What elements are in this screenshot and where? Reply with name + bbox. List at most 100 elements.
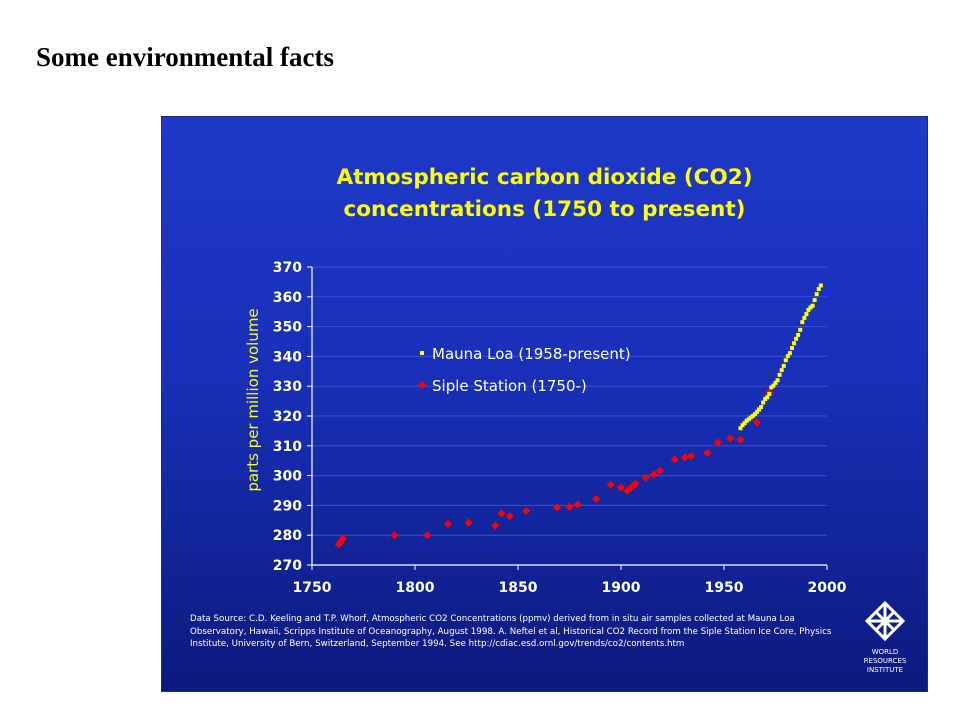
legend-marker-mauna-loa (420, 351, 424, 355)
mauna-loa-point (752, 412, 757, 417)
siple-point (656, 466, 665, 475)
mauna-loa-point (781, 363, 786, 368)
siple-point (573, 500, 582, 509)
y-tick-label: 370 (273, 260, 302, 276)
x-tick-label: 1850 (499, 580, 538, 596)
y-tick-label: 320 (273, 409, 302, 425)
legend-marker-siple (418, 381, 426, 389)
mauna-loa-point (818, 283, 823, 288)
mauna-loa-point (796, 332, 801, 337)
y-tick-label: 350 (273, 320, 302, 336)
mauna-loa-point (759, 405, 764, 410)
mauna-loa-point (800, 320, 805, 325)
siple-point (338, 534, 347, 543)
siple-point (522, 507, 531, 516)
chart-title-line1: Atmospheric carbon dioxide (CO2) (336, 165, 753, 190)
siple-point (497, 509, 506, 518)
y-tick-label: 330 (273, 379, 302, 395)
slide-title: Some environmental facts (36, 42, 334, 72)
siple-point (680, 453, 689, 462)
mauna-loa-point (785, 354, 790, 359)
mauna-loa-point (754, 409, 759, 414)
siple-point (491, 521, 500, 530)
mauna-loa-point (744, 418, 749, 423)
legend-label-mauna-loa: Mauna Loa (1958-present) (432, 345, 631, 363)
mauna-loa-point (814, 292, 819, 297)
mauna-loa-point (742, 421, 747, 426)
siple-point (641, 473, 650, 482)
mauna-loa-point (769, 385, 774, 390)
mauna-loa-point (761, 400, 766, 405)
mauna-loa-point (779, 368, 784, 373)
siple-point (617, 483, 625, 492)
chart-title-line2: concentrations (1750 to present) (343, 197, 746, 222)
y-tick-label: 300 (273, 469, 302, 485)
siple-point (726, 434, 735, 443)
x-tick-label: 1900 (602, 580, 641, 596)
mauna-loa-point (810, 303, 815, 308)
siple-point (592, 494, 601, 503)
x-tick-label: 2000 (808, 580, 847, 596)
siple-point (736, 435, 745, 444)
legend-label-siple: Siple Station (1750-) (432, 377, 587, 395)
siple-point (336, 537, 345, 546)
mauna-loa-point (767, 391, 772, 396)
mauna-loa-point (757, 407, 762, 412)
mauna-loa-point (771, 383, 776, 388)
mauna-loa-point (806, 307, 811, 312)
mauna-loa-point (808, 305, 813, 310)
chart-plot: 270 280 290 300 310 320 330 340 350 360 370 1750 180… (244, 260, 847, 596)
mauna-loa-point (763, 397, 768, 402)
mauna-loa-point (748, 415, 753, 420)
x-tick-label: 1800 (396, 580, 435, 596)
wri-logo: WORLD RESOURCES INSTITUTE (852, 600, 918, 675)
source-note: Data Source: C.D. Keeling and T.P. Whorf… (190, 614, 832, 649)
y-axis-label: parts per million volume (244, 308, 262, 491)
siple-point (505, 512, 514, 521)
siple-point (390, 531, 399, 540)
mauna-loa-point (740, 423, 745, 428)
mauna-loa-point (804, 312, 809, 317)
y-tick-label: 280 (273, 528, 302, 544)
siple-point (713, 438, 722, 447)
mauna-loa-point (794, 336, 799, 341)
chart-panel: Atmospheric carbon dioxide (CO2) concent… (161, 116, 928, 692)
mauna-loa-point (789, 346, 794, 351)
siple-point (752, 418, 761, 427)
siple-point (423, 531, 432, 540)
mauna-loa-point (765, 395, 770, 400)
logo-line3: INSTITUTE (866, 666, 904, 674)
mauna-loa-point (816, 287, 821, 292)
y-tick-label: 290 (273, 498, 302, 514)
x-tick-label: 1950 (705, 580, 744, 596)
siple-point (631, 479, 640, 488)
y-tick-label: 310 (273, 439, 302, 455)
siple-point (443, 519, 452, 528)
mauna-loa-point (787, 351, 792, 356)
mauna-loa-point (773, 380, 778, 385)
mauna-loa-point (750, 414, 755, 418)
siple-point (553, 503, 562, 512)
siple-point (687, 452, 696, 461)
siple-point (565, 502, 574, 511)
siple-point (649, 470, 658, 479)
mauna-loa-point (802, 315, 807, 320)
siple-point (670, 455, 679, 464)
wri-lattice-icon (864, 600, 906, 642)
siple-point (464, 518, 473, 527)
logo-line2: RESOURCES (863, 657, 907, 665)
x-tick-label: 1750 (293, 580, 332, 596)
mauna-loa-point (775, 378, 780, 383)
mauna-loa-point (746, 417, 751, 422)
mauna-loa-point (738, 426, 743, 431)
siple-point (703, 448, 712, 457)
logo-line1: WORLD (871, 648, 899, 656)
siple-point (606, 480, 615, 489)
mauna-loa-point (798, 327, 803, 332)
y-tick-label: 270 (273, 558, 302, 574)
y-tick-label: 340 (273, 349, 302, 365)
mauna-loa-point (783, 358, 788, 363)
mauna-loa-point (812, 298, 817, 303)
y-tick-label: 360 (273, 290, 302, 306)
mauna-loa-point (777, 372, 782, 377)
